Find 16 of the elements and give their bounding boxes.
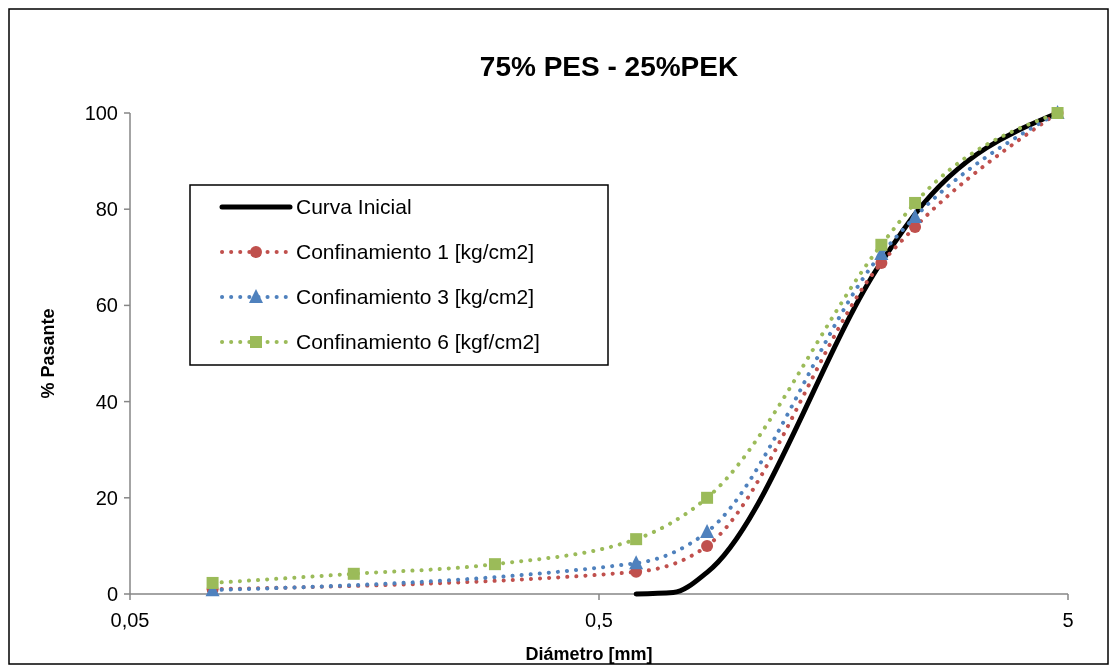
legend-label: Confinamiento 3 [kg/cm2] — [296, 285, 535, 309]
y-tick-label: 0 — [106, 583, 118, 605]
chart-title: 75% PES - 25%PEK — [479, 51, 739, 82]
x-tick-label: 5 — [1062, 609, 1074, 631]
x-tick-label: 0,05 — [110, 609, 150, 631]
y-tick-label: 80 — [95, 198, 118, 221]
y-tick-label: 60 — [95, 294, 118, 317]
legend-label: Curva Inicial — [296, 195, 412, 219]
y-tick-label: 100 — [84, 102, 118, 124]
y-axis-title: % Pasante — [38, 308, 58, 399]
y-tick-label: 40 — [95, 390, 118, 413]
y-tick-label: 20 — [95, 486, 118, 509]
x-tick-label: 0,5 — [585, 609, 613, 631]
legend-label: Confinamiento 1 [kg/cm2] — [296, 240, 535, 264]
legend-label: Confinamiento 6 [kgf/cm2] — [296, 330, 540, 354]
x-axis-title: Diámetro [mm] — [525, 644, 653, 664]
